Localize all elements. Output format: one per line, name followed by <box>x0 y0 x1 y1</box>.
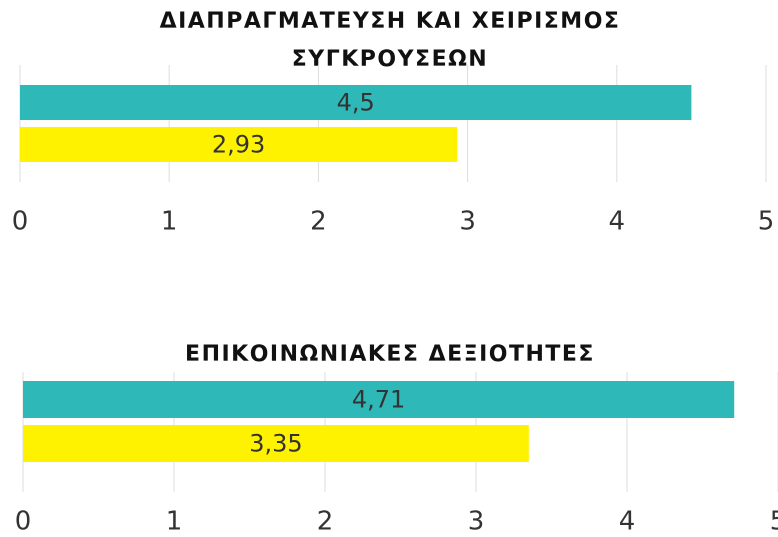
x-tick-label: 2 <box>310 207 327 237</box>
bar <box>23 381 735 418</box>
x-tick-label: 1 <box>166 507 183 537</box>
value-label: 4,71 <box>352 386 405 414</box>
x-tick-label: 5 <box>758 207 775 237</box>
x-tick-label: 4 <box>609 207 626 237</box>
x-tick-label: 3 <box>468 507 485 537</box>
bar <box>20 127 458 162</box>
x-tick-label: 5 <box>770 507 778 537</box>
value-label: 3,35 <box>249 430 302 458</box>
x-tick-label: 0 <box>12 207 29 237</box>
x-tick-label: 0 <box>15 507 32 537</box>
value-label: 2,93 <box>212 131 265 159</box>
bar <box>23 425 529 462</box>
x-tick-label: 1 <box>161 207 178 237</box>
value-label: 4,5 <box>337 89 375 117</box>
x-tick-label: 3 <box>459 207 476 237</box>
chart-title: ΕΠΙΚΟΙΝΩΝΙΑΚΕΣ ΔΕΞΙΟΤΗΤΕΣ <box>185 342 595 367</box>
bar <box>20 85 692 120</box>
x-tick-label: 4 <box>619 507 636 537</box>
x-tick-label: 2 <box>317 507 334 537</box>
chart-title: ΔΙΑΠΡΑΓΜΑΤΕΥΣΗ ΚΑΙ ΧΕΙΡΙΣΜΟΣ ΣΥΓΚΡΟΥΣΕΩΝ <box>159 9 621 72</box>
